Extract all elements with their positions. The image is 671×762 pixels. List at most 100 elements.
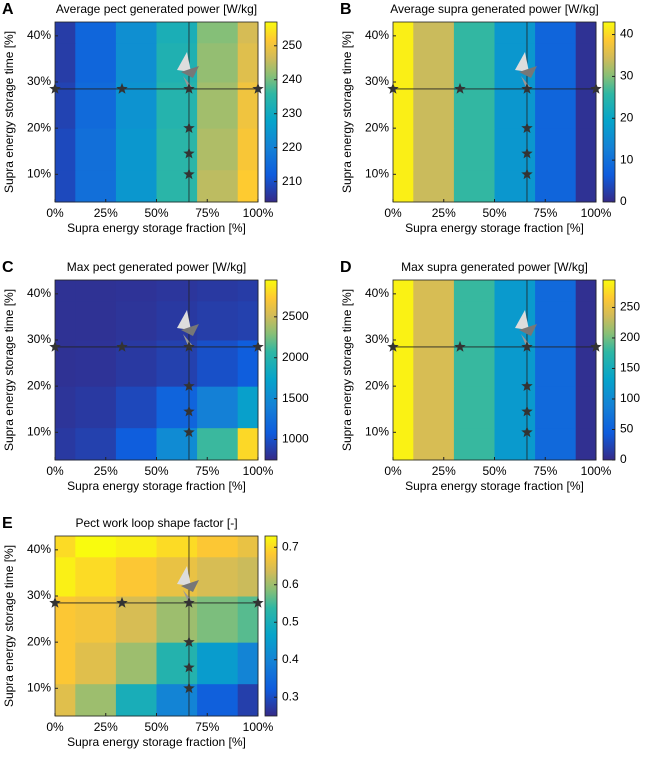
x-tick-label: 75% [195, 206, 219, 220]
x-tick-label: 100% [243, 206, 274, 220]
heat-cell [453, 427, 495, 461]
x-tick-label: 25% [94, 464, 118, 478]
heat-cell [237, 280, 259, 302]
heat-cell [237, 642, 259, 685]
colorbar-tick-label: 1500 [282, 391, 309, 405]
heat-cell [575, 128, 597, 171]
y-tick-label: 20% [365, 378, 389, 392]
y-tick-label: 30% [365, 332, 389, 346]
heat-cell [237, 536, 259, 558]
heat-cell [197, 82, 239, 129]
marker-star [49, 596, 61, 608]
heat-cell [115, 556, 157, 597]
heat-cell [453, 128, 495, 171]
heat-cell [75, 169, 117, 203]
marker-star [183, 596, 195, 608]
heat-cell [197, 386, 239, 429]
heat-cell [197, 556, 239, 597]
y-tick-label: 10% [27, 680, 51, 694]
colorbar-tick-label: 20 [620, 110, 634, 124]
heat-cell [75, 82, 117, 129]
y-tick-label: 10% [27, 166, 51, 180]
heat-cell [237, 169, 259, 203]
heat-cell [535, 386, 577, 429]
heat-cell [115, 642, 157, 685]
heat-cell [413, 22, 455, 44]
marker-star [49, 82, 61, 94]
heat-cell [413, 82, 455, 129]
colorbar-tick-label: 100 [620, 391, 640, 405]
bird-icon [514, 310, 529, 330]
colorbar [602, 279, 616, 461]
heat-cell [55, 556, 76, 597]
x-tick-label: 25% [432, 464, 456, 478]
y-axis-label: Supra energy storage time [%] [2, 545, 16, 707]
marker-star [454, 82, 466, 94]
heat-cell [237, 42, 259, 83]
marker-star [116, 82, 128, 94]
x-tick-label: 100% [581, 206, 612, 220]
heat-cell [115, 280, 157, 302]
heat-cell [237, 683, 259, 717]
marker-star [521, 405, 533, 417]
heat-cell [575, 340, 597, 387]
heat-cell [494, 128, 536, 171]
x-axis-label: Supra energy storage fraction [%] [405, 479, 584, 493]
heat-cell [55, 22, 76, 44]
heat-cell [237, 128, 259, 171]
heat-cell [55, 642, 76, 685]
heat-cell [453, 22, 495, 44]
marker-star [454, 340, 466, 352]
y-tick-label: 20% [27, 634, 51, 648]
heat-cell [55, 42, 76, 83]
heat-cell [237, 427, 259, 461]
x-tick-label: 50% [144, 206, 168, 220]
heat-cell [393, 427, 414, 461]
x-tick-label: 50% [482, 206, 506, 220]
marker-star [521, 340, 533, 352]
heat-cell [75, 128, 117, 171]
bird-icon [180, 66, 199, 78]
heat-cell [75, 427, 117, 461]
heat-cell [453, 386, 495, 429]
heat-cell [413, 386, 455, 429]
heat-cell [535, 22, 577, 44]
x-tick-label: 0% [384, 206, 402, 220]
heat-cell [413, 169, 455, 203]
heat-cell [197, 340, 239, 387]
marker-star [183, 405, 195, 417]
heat-cell [156, 22, 198, 44]
panel-label: E [2, 515, 13, 532]
heat-cell [75, 386, 117, 429]
marker-star [387, 340, 399, 352]
marker-star [521, 380, 533, 391]
marker-star [183, 682, 195, 694]
heat-cell [535, 169, 577, 203]
heat-cell [453, 42, 495, 83]
colorbar-tick-label: 250 [282, 38, 302, 52]
bird-icon [520, 334, 531, 348]
marker-star [183, 122, 195, 133]
heat-cell [197, 683, 239, 717]
colorbar-tick-label: 30 [620, 69, 634, 83]
x-tick-label: 50% [144, 720, 168, 734]
heat-cell [55, 300, 76, 341]
bird-icon [182, 334, 193, 348]
colorbar-tick-label: 1000 [282, 432, 309, 446]
bird-icon [182, 590, 193, 604]
heat-cell [55, 169, 76, 203]
marker-star [521, 122, 533, 133]
colorbar-tick-label: 150 [620, 361, 640, 375]
heat-cell [575, 42, 597, 83]
heat-cell [55, 683, 76, 717]
x-tick-label: 100% [243, 464, 274, 478]
y-tick-label: 30% [27, 74, 51, 88]
marker-star [49, 340, 61, 352]
colorbar-tick-label: 50 [620, 422, 634, 436]
colorbar-tick-label: 0 [620, 452, 627, 466]
heat-cell [197, 128, 239, 171]
heat-cell [115, 300, 157, 341]
heat-cell [453, 169, 495, 203]
heat-cell [393, 42, 414, 83]
heat-cell [237, 82, 259, 129]
